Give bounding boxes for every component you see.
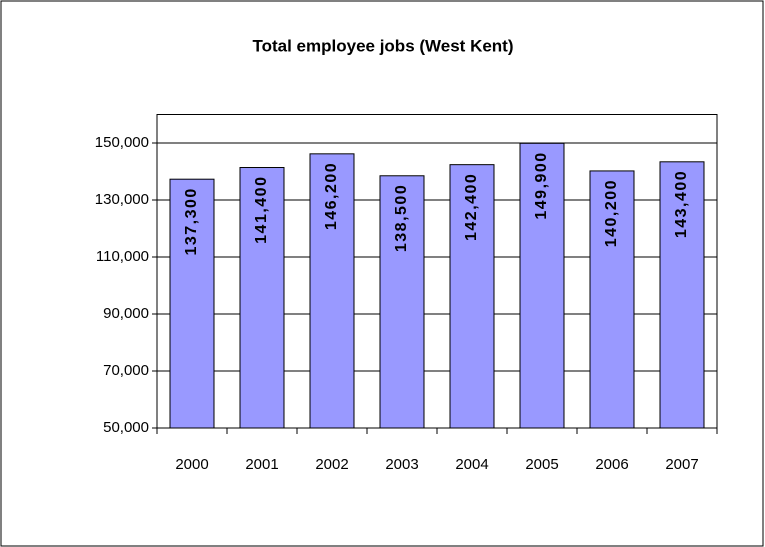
- bar: [659, 161, 705, 429]
- value-label: 138,500: [393, 184, 410, 252]
- chart-title: Total employee jobs (West Kent): [252, 36, 513, 55]
- x-tick-label: 2004: [455, 456, 488, 473]
- value-label: 146,200: [323, 162, 340, 230]
- value-label: 137,300: [183, 187, 200, 255]
- x-tick-label: 2002: [315, 456, 348, 473]
- x-tick-label: 2007: [665, 456, 698, 473]
- y-tick-label: 70,000: [103, 362, 149, 379]
- x-tick-label: 2000: [175, 456, 208, 473]
- y-tick-label: 90,000: [103, 305, 149, 322]
- y-tick-label: 150,000: [95, 134, 149, 151]
- value-label: 141,400: [253, 176, 270, 244]
- value-label: 149,900: [533, 151, 550, 219]
- y-tick-label: 130,000: [95, 191, 149, 208]
- bar: [519, 142, 565, 429]
- x-tick-label: 2001: [245, 456, 278, 473]
- bar: [309, 153, 355, 429]
- bar: [449, 164, 495, 429]
- x-tick-label: 2005: [525, 456, 558, 473]
- bar: [589, 170, 635, 429]
- bar: [379, 175, 425, 429]
- bar: [169, 178, 215, 429]
- value-label: 140,200: [603, 179, 620, 247]
- value-label: 142,400: [463, 173, 480, 241]
- y-tick-label: 110,000: [96, 248, 149, 265]
- bar: [239, 167, 285, 429]
- x-tick-label: 2006: [595, 456, 628, 473]
- y-tick-label: 50,000: [103, 419, 149, 436]
- x-tick-label: 2003: [385, 456, 418, 473]
- value-label: 143,400: [673, 170, 690, 238]
